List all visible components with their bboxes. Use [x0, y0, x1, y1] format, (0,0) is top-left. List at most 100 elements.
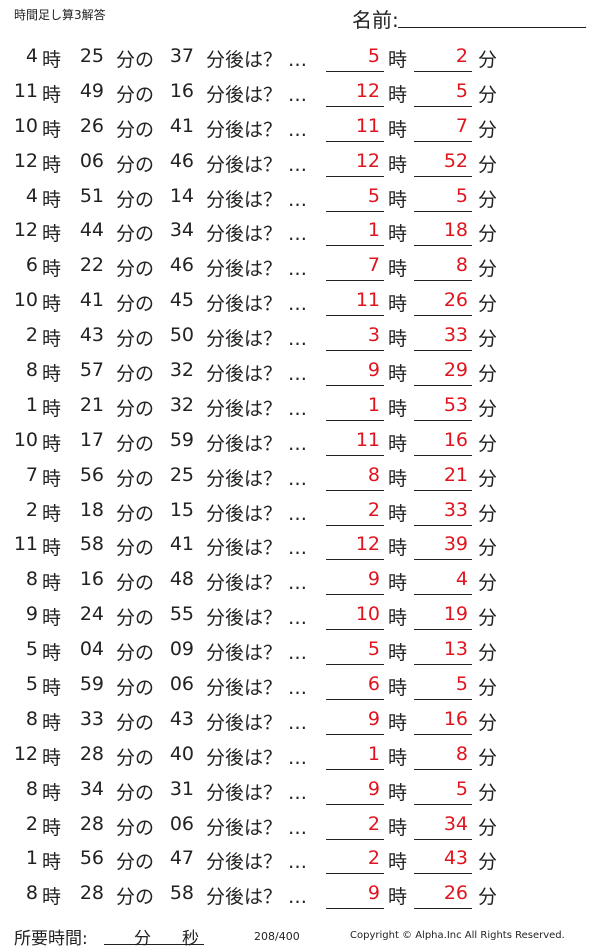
added-minutes: 15 — [169, 498, 194, 521]
answer-minute: 7 — [455, 114, 468, 137]
problem-row: 5 時 59 分の 06 分後は？ … 6 時 5 分 — [0, 666, 600, 701]
answer-minute: 18 — [443, 219, 468, 242]
problem-row: 8 時 28 分の 58 分後は？ … 9 時 26 分 — [0, 875, 600, 910]
question-label: 分後は？ … — [206, 711, 308, 734]
answer-hour: 7 — [367, 254, 380, 277]
minute-no-label: 分の — [116, 467, 155, 490]
answer-minute: 16 — [443, 707, 468, 730]
answer-minute-underline — [414, 664, 472, 666]
answer-minute-underline — [414, 768, 472, 770]
start-minute: 04 — [79, 638, 104, 661]
minute-no-label: 分の — [116, 816, 155, 839]
hour-kanji: 時 — [42, 83, 62, 106]
added-minutes: 46 — [169, 254, 194, 277]
answer-hour-underline — [326, 280, 384, 282]
answer-hour-kanji: 時 — [388, 328, 408, 351]
answer-minute-underline — [414, 733, 472, 735]
start-hour: 12 — [13, 219, 38, 242]
answer-hour-underline — [326, 594, 384, 596]
added-minutes: 06 — [169, 812, 194, 835]
answer-minute-kanji: 分 — [478, 363, 498, 386]
worksheet-title: 時間足し算3解答 — [14, 8, 106, 22]
answer-hour-kanji: 時 — [388, 886, 408, 909]
hour-kanji: 時 — [42, 258, 62, 281]
answer-hour: 9 — [367, 882, 380, 905]
name-end-dot: . — [584, 20, 588, 31]
answer-hour-underline — [326, 489, 384, 491]
copyright-notice: Copyright © Alpha.Inc All Rights Reserve… — [350, 930, 565, 941]
answer-hour-underline — [326, 908, 384, 910]
added-minutes: 48 — [169, 568, 194, 591]
answer-hour: 9 — [367, 707, 380, 730]
start-hour: 8 — [25, 882, 38, 905]
answer-minute-kanji: 分 — [478, 572, 498, 595]
start-minute: 57 — [79, 359, 104, 382]
answer-hour-kanji: 時 — [388, 572, 408, 595]
problem-row: 12 時 44 分の 34 分後は？ … 1 時 18 分 — [0, 212, 600, 247]
minute-no-label: 分の — [116, 328, 155, 351]
answer-hour: 5 — [367, 45, 380, 67]
answer-minute: 2 — [455, 45, 468, 67]
hour-kanji: 時 — [42, 537, 62, 560]
added-minutes: 16 — [169, 79, 194, 102]
question-label: 分後は？ … — [206, 223, 308, 246]
added-minutes: 59 — [169, 428, 194, 451]
answer-hour-kanji: 時 — [388, 781, 408, 804]
question-label: 分後は？ … — [206, 467, 308, 490]
answer-hour: 9 — [367, 777, 380, 800]
start-minute: 59 — [79, 673, 104, 696]
answer-hour: 9 — [367, 568, 380, 591]
start-hour: 2 — [25, 498, 38, 521]
start-hour: 8 — [25, 777, 38, 800]
answer-hour-kanji: 時 — [388, 188, 408, 211]
minute-no-label: 分の — [116, 572, 155, 595]
answer-minute-underline — [414, 489, 472, 491]
answer-minute-kanji: 分 — [478, 816, 498, 839]
answer-minute-underline — [414, 454, 472, 456]
problem-row: 10 時 26 分の 41 分後は？ … 11 時 7 分 — [0, 108, 600, 143]
answer-hour-kanji: 時 — [388, 607, 408, 630]
answer-minute-kanji: 分 — [478, 293, 498, 316]
hour-kanji: 時 — [42, 49, 62, 71]
start-hour: 10 — [13, 289, 38, 312]
hour-kanji: 時 — [42, 293, 62, 316]
answer-hour-underline — [326, 699, 384, 701]
problem-row: 1 時 56 分の 47 分後は？ … 2 時 43 分 — [0, 840, 600, 875]
answer-minute-kanji: 分 — [478, 258, 498, 281]
answer-minute-kanji: 分 — [478, 746, 498, 769]
added-minutes: 45 — [169, 289, 194, 312]
start-minute: 26 — [79, 114, 104, 137]
start-minute: 51 — [79, 184, 104, 207]
problem-row: 8 時 33 分の 43 分後は？ … 9 時 16 分 — [0, 701, 600, 736]
answer-minute-kanji: 分 — [478, 153, 498, 176]
question-label: 分後は？ … — [206, 83, 308, 106]
answer-minute-underline — [414, 873, 472, 875]
answer-minute: 26 — [443, 289, 468, 312]
problem-row: 1 時 21 分の 32 分後は？ … 1 時 53 分 — [0, 387, 600, 422]
hour-kanji: 時 — [42, 223, 62, 246]
answer-minute-kanji: 分 — [478, 537, 498, 560]
answer-minute-kanji: 分 — [478, 851, 498, 874]
answer-minute-kanji: 分 — [478, 49, 498, 71]
start-minute: 56 — [79, 463, 104, 486]
time-second-label: 秒 — [182, 929, 199, 949]
answer-minute-underline — [414, 175, 472, 177]
answer-minute-underline — [414, 629, 472, 631]
problem-row: 12 時 06 分の 46 分後は？ … 12 時 52 分 — [0, 143, 600, 178]
answer-hour-kanji: 時 — [388, 49, 408, 71]
answer-hour-kanji: 時 — [388, 293, 408, 316]
minute-no-label: 分の — [116, 851, 155, 874]
problem-row: 4 時 25 分の 37 分後は？ … 5 時 2 分 — [0, 38, 600, 73]
answer-hour-underline — [326, 838, 384, 840]
answer-minute-kanji: 分 — [478, 677, 498, 700]
answer-minute-underline — [414, 315, 472, 317]
answer-hour: 5 — [367, 638, 380, 661]
answer-hour-underline — [326, 873, 384, 875]
start-hour: 12 — [13, 742, 38, 765]
answer-minute-kanji: 分 — [478, 188, 498, 211]
problem-row: 8 時 16 分の 48 分後は？ … 9 時 4 分 — [0, 561, 600, 596]
answer-minute: 29 — [443, 359, 468, 382]
minute-no-label: 分の — [116, 711, 155, 734]
answer-hour-underline — [326, 559, 384, 561]
question-label: 分後は？ … — [206, 746, 308, 769]
